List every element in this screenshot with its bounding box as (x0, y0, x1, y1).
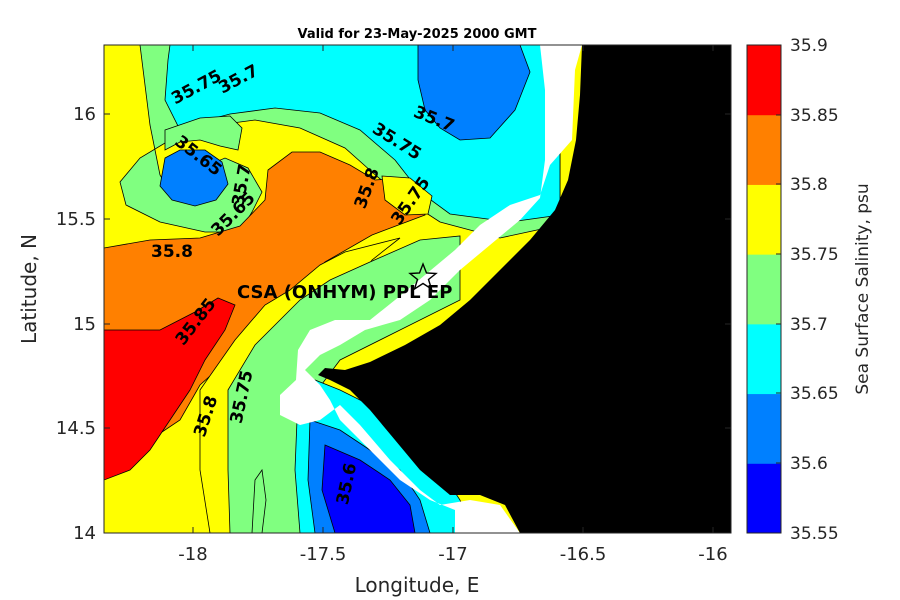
salinity-band-blue-north (417, 45, 531, 141)
colorbar-swatch (747, 393, 781, 464)
y-tick-label: 16 (73, 104, 96, 125)
y-axis-label: Latitude, N (17, 234, 41, 344)
colorbar-swatch (747, 463, 781, 534)
y-tick-label: 15 (73, 314, 96, 335)
star-icon (408, 262, 438, 291)
colorbar-tick-label: 35.55 (790, 524, 839, 544)
colorbar-frame (746, 44, 782, 534)
x-axis-label: Longitude, E (355, 573, 480, 597)
colorbar-swatch (747, 45, 781, 116)
colorbar-tick-label: 35.7 (790, 315, 828, 335)
plot-frame (103, 44, 732, 534)
salinity-band-yellow-inner (381, 175, 433, 216)
site-label: CSA (ONHYM) PPL EP (237, 282, 452, 303)
y-tick-label: 14 (73, 523, 96, 544)
land-africa (318, 45, 731, 533)
colorbar-swatch (747, 254, 781, 325)
colorbar-ticks (776, 44, 781, 534)
colorbar-swatch (747, 323, 781, 395)
x-axis (192, 45, 714, 533)
colorbar-tick-label: 35.6 (790, 454, 828, 474)
x-tick-label: -16 (698, 544, 727, 565)
contour-label: 35.8 (151, 242, 193, 262)
salinity-band-green-sliver (251, 468, 267, 533)
colorbar-tick-label: 35.9 (790, 36, 828, 56)
colorbar-tick-label: 35.65 (790, 384, 839, 404)
colorbar-tick-label: 35.8 (790, 175, 828, 195)
colorbar-swatch (747, 114, 781, 185)
colorbar-tick-label: 35.85 (790, 106, 839, 126)
x-tick-label: -18 (178, 544, 207, 565)
map-plot-area (104, 45, 731, 533)
salinity-band-deepblue-south (321, 444, 416, 533)
y-tick-label: 14.5 (56, 418, 96, 439)
map-title: Valid for 23-May-2025 2000 GMT (298, 27, 537, 42)
y-tick-label: 15.5 (56, 209, 96, 230)
salinity-band-red (104, 297, 236, 481)
y-axis (104, 113, 731, 534)
colorbar-label: Sea Surface Salinity, psu (853, 183, 873, 394)
colorbar (747, 45, 781, 534)
salinity-band-green-loop (164, 115, 243, 151)
x-tick-label: -17.5 (300, 544, 347, 565)
colorbar-swatch (747, 184, 781, 255)
x-tick-label: -17 (438, 544, 467, 565)
x-tick-label: -16.5 (560, 544, 607, 565)
colorbar-tick-label: 35.75 (790, 245, 839, 265)
salinity-band-blue-nw (159, 149, 229, 207)
